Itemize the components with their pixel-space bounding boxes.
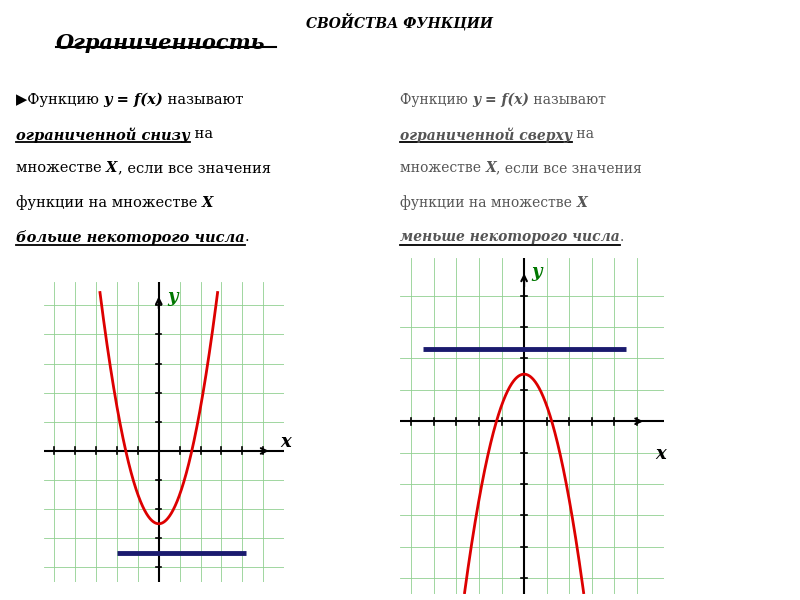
Text: x: x	[655, 445, 666, 463]
Text: y = f(x): y = f(x)	[472, 93, 530, 107]
Text: меньше некоторого числа: меньше некоторого числа	[400, 230, 620, 244]
Text: ограниченной снизу: ограниченной снизу	[16, 127, 190, 143]
Text: .: .	[620, 230, 624, 244]
Text: функции на множестве: функции на множестве	[400, 196, 576, 211]
Text: называют: называют	[163, 93, 244, 107]
Text: Функцию: Функцию	[400, 93, 472, 107]
Text: называют: называют	[530, 93, 606, 107]
Text: на: на	[572, 127, 594, 141]
Text: X: X	[202, 196, 214, 209]
Text: y: y	[167, 289, 178, 307]
Text: больше некоторого числа: больше некоторого числа	[16, 230, 245, 245]
Text: , если все значения: , если все значения	[496, 161, 642, 175]
Text: множестве: множестве	[400, 161, 486, 175]
Text: X: X	[486, 161, 496, 175]
Text: ▶Функцию: ▶Функцию	[16, 93, 103, 107]
Text: .: .	[245, 230, 250, 244]
Text: X: X	[576, 196, 587, 209]
Text: СВОЙСТВА ФУНКЦИИ: СВОЙСТВА ФУНКЦИИ	[306, 13, 494, 31]
Text: ограниченной сверху: ограниченной сверху	[400, 127, 572, 143]
Text: функции на множестве: функции на множестве	[16, 196, 202, 211]
Text: множестве: множестве	[16, 161, 106, 175]
Text: y: y	[531, 263, 542, 281]
Text: , если все значения: , если все значения	[118, 161, 270, 175]
Text: Ограниченность: Ограниченность	[56, 33, 266, 53]
Text: X: X	[106, 161, 118, 175]
Text: y = f(x): y = f(x)	[103, 93, 163, 107]
Text: на: на	[190, 127, 213, 141]
Polygon shape	[721, 561, 758, 588]
Text: x: x	[280, 433, 290, 451]
